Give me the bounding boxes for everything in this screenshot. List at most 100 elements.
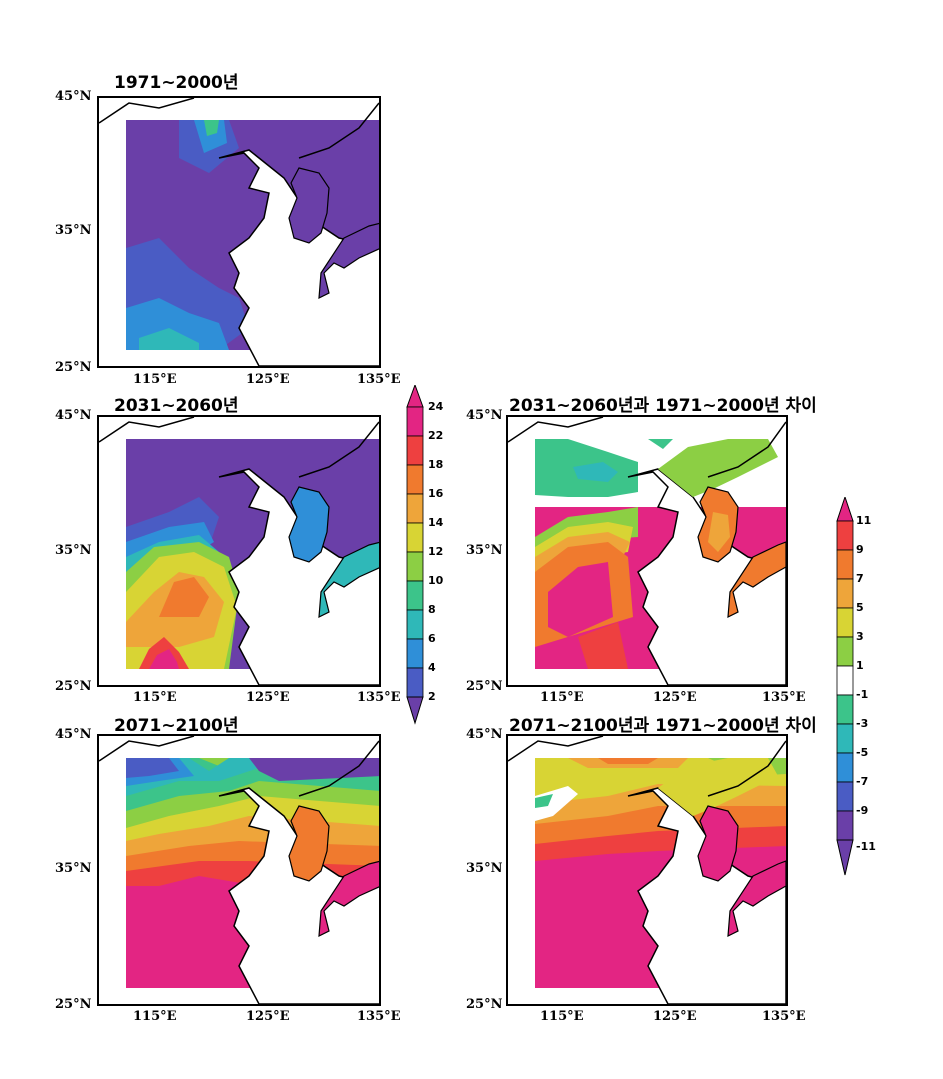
colorbar-absolute-seg-2	[406, 435, 424, 466]
colorbar-difference-label-4: 3	[856, 630, 864, 643]
colorbar-difference-label-9: -7	[856, 775, 869, 788]
colorbar-absolute-seg-9	[406, 638, 424, 669]
panel5-lon-115: 115°E	[540, 1009, 584, 1024]
colorbar-absolute-label-2: 18	[428, 458, 444, 471]
panel2-title: 2031~2060년	[114, 396, 239, 416]
panel3-lat-35: 35°N	[466, 543, 503, 558]
panel2-map-svg	[99, 417, 379, 685]
colorbar-absolute-seg-1	[406, 406, 424, 437]
colorbar-difference-label-10: -9	[856, 804, 869, 817]
colorbar-difference-seg-2	[836, 549, 854, 580]
panel4-coast-north	[99, 736, 379, 797]
colorbar-difference-label-6: -1	[856, 688, 869, 701]
colorbar-absolute-label-1: 22	[428, 429, 444, 442]
colorbar-absolute-seg-7	[406, 580, 424, 611]
colorbar-absolute-label-6: 10	[428, 574, 444, 587]
panel3-north-land	[658, 439, 778, 497]
panel1-sea	[218, 149, 379, 366]
colorbar-difference-seg-6	[836, 665, 854, 696]
colorbar-difference	[835, 495, 855, 877]
panel1-lon-135: 135°E	[357, 372, 401, 387]
colorbar-difference-seg-5	[836, 636, 854, 667]
colorbar-difference-seg-10	[836, 781, 854, 812]
panel4-sea	[218, 787, 379, 1004]
panel3-sea	[627, 468, 786, 685]
panel4-lat-35: 35°N	[55, 861, 92, 876]
panel1-lat-25: 25°N	[55, 360, 92, 375]
panel3-map-svg	[508, 417, 786, 685]
panel4-lat-25: 25°N	[55, 997, 92, 1012]
panel2-lon-125: 125°E	[246, 690, 290, 705]
panel3-korea-inner	[708, 512, 730, 552]
colorbar-absolute-seg-8	[406, 609, 424, 640]
colorbar-difference-seg-8	[836, 723, 854, 754]
panel2-japan	[318, 541, 379, 619]
colorbar-difference-seg-4	[836, 607, 854, 638]
panel5-lat-25: 25°N	[466, 997, 503, 1012]
panel2-lon-115: 115°E	[133, 690, 177, 705]
colorbar-difference-label-3: 5	[856, 601, 864, 614]
panel3-lon-115: 115°E	[540, 690, 584, 705]
colorbar-difference-label-2: 7	[856, 572, 864, 585]
panel2-map	[97, 415, 381, 687]
panel5-korea	[697, 805, 739, 882]
panel3-lon-125: 125°E	[653, 690, 697, 705]
colorbar-difference-svg	[836, 495, 854, 876]
colorbar-difference-seg-7	[836, 694, 854, 725]
panel5-contour-sea-green	[535, 794, 553, 808]
panel1-korea	[288, 167, 330, 244]
panel3-coast-north	[508, 417, 786, 478]
panel1-japan	[318, 222, 379, 300]
colorbar-difference-seg-1	[836, 520, 854, 551]
panel5-contour-white	[535, 786, 578, 821]
panel5-lat-35: 35°N	[466, 861, 503, 876]
colorbar-absolute-seg-6	[406, 551, 424, 582]
panel2-coast-north	[99, 417, 379, 478]
colorbar-absolute-seg-10	[406, 667, 424, 698]
panel1-contour-teal	[139, 328, 199, 350]
panel5-lat-45: 45°N	[466, 727, 503, 742]
panel1-lon-115: 115°E	[133, 372, 177, 387]
panel2-lat-45: 45°N	[55, 408, 92, 423]
panel3-contour-magenta	[548, 562, 613, 637]
panel2-lat-25: 25°N	[55, 679, 92, 694]
panel5-sea	[627, 787, 786, 1004]
colorbar-difference-bottom-arrow	[836, 839, 854, 876]
panel3-lat-25: 25°N	[466, 679, 503, 694]
panel4-title: 2071~2100년	[114, 716, 239, 736]
colorbar-absolute-bottom-arrow	[406, 696, 424, 725]
panel4-lon-135: 135°E	[357, 1009, 401, 1024]
panel4-lon-115: 115°E	[133, 1009, 177, 1024]
colorbar-difference-seg-3	[836, 578, 854, 609]
panel3-contour-seagreen-notch	[648, 439, 673, 449]
panel3-japan	[727, 541, 786, 619]
colorbar-absolute-label-3: 16	[428, 487, 444, 500]
panel3-contour-red	[578, 622, 628, 669]
colorbar-difference-label-5: 1	[856, 659, 864, 672]
colorbar-absolute-top-arrow	[406, 383, 424, 408]
panel4-korea	[288, 805, 330, 882]
panel2-contour-orange	[159, 577, 209, 617]
panel4-contour-indigo	[126, 758, 179, 778]
panel1-lat-45: 45°N	[55, 89, 92, 104]
colorbar-absolute-label-10: 2	[428, 690, 436, 703]
colorbar-difference-label-8: -5	[856, 746, 869, 759]
panel2-lon-135: 135°E	[357, 690, 401, 705]
panel1-map	[97, 96, 381, 368]
colorbar-absolute-label-7: 8	[428, 603, 436, 616]
panel3-contour-teal	[573, 462, 618, 482]
panel5-map	[506, 734, 788, 1006]
colorbar-difference-label-0: 11	[856, 514, 872, 527]
panel5-japan	[727, 860, 786, 938]
colorbar-absolute-seg-5	[406, 522, 424, 553]
panel1-map-svg	[99, 98, 379, 366]
panel1-title: 1971~2000년	[114, 73, 239, 93]
panel5-contour-red-ne	[598, 758, 658, 764]
panel4-lon-125: 125°E	[246, 1009, 290, 1024]
colorbar-absolute-label-5: 12	[428, 545, 444, 558]
colorbar-absolute-seg-4	[406, 493, 424, 524]
colorbar-absolute	[405, 383, 425, 725]
panel1-lat-35: 35°N	[55, 223, 92, 238]
panel1-lon-125: 125°E	[246, 372, 290, 387]
panel1-contour-north-blue	[194, 120, 227, 153]
